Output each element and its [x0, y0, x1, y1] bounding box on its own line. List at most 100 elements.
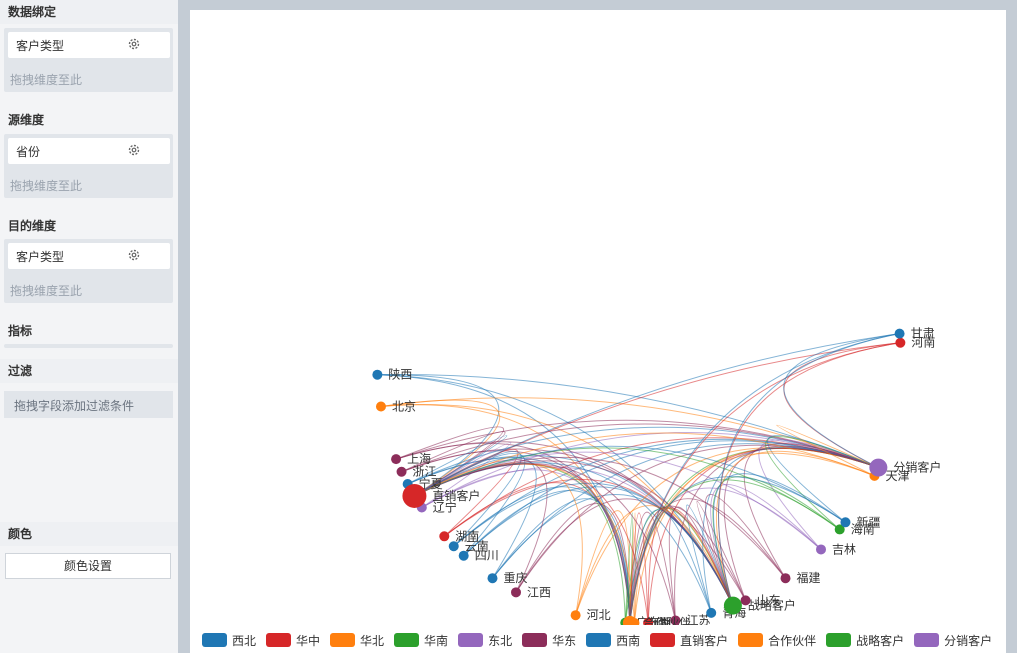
binding-field-chip[interactable]: 客户类型	[8, 32, 170, 58]
chord-link	[414, 333, 900, 497]
source-drop-zone[interactable]: 省份 拖拽维度至此	[4, 134, 173, 198]
sidebar: 数据绑定 客户类型 拖拽维度至此 源维度 省份 拖拽维度至此 目的维度 客户类型…	[0, 0, 178, 653]
source-node[interactable]	[894, 328, 905, 339]
chord-link	[712, 476, 841, 606]
target-label: 直销客户	[432, 488, 480, 503]
chord-link	[715, 450, 875, 606]
source-label: 上海	[407, 451, 431, 466]
legend-item[interactable]: 华东	[522, 632, 576, 649]
chord-link	[696, 500, 747, 606]
chord-chart: 陕西北京上海浙江宁夏辽宁湖南云南四川重庆江西河北广东山西湖北江苏青海山东福建吉林…	[372, 327, 941, 625]
source-node[interactable]	[706, 607, 717, 618]
legend-label: 东北	[488, 633, 513, 648]
target-drop-zone[interactable]: 客户类型 拖拽维度至此	[4, 239, 173, 303]
source-node[interactable]	[643, 617, 654, 625]
source-node[interactable]	[375, 401, 386, 412]
chord-link	[647, 507, 734, 623]
chord-link	[704, 494, 786, 606]
source-label: 辽宁	[433, 500, 457, 515]
binding-section-title: 数据绑定	[0, 0, 178, 24]
settings-gear-icon[interactable]	[126, 247, 142, 263]
source-label: 江西	[527, 585, 551, 599]
chord-link	[414, 445, 846, 523]
source-node[interactable]	[740, 595, 751, 606]
source-node[interactable]	[780, 573, 791, 584]
source-node[interactable]	[840, 517, 851, 528]
source-node[interactable]	[510, 587, 521, 598]
legend-item[interactable]: 西北	[202, 632, 256, 649]
source-node[interactable]	[396, 466, 407, 477]
legend-item[interactable]: 战略客户	[826, 632, 904, 649]
legend-item[interactable]: 华北	[330, 632, 384, 649]
source-label: 山东	[757, 593, 781, 607]
target-field-label: 客户类型	[16, 250, 65, 264]
source-node[interactable]	[816, 544, 827, 555]
chord-link	[401, 431, 506, 497]
chord-link	[414, 459, 548, 593]
filter-section-title: 过滤	[0, 359, 178, 383]
target-section-title: 目的维度	[8, 219, 57, 233]
source-label: 云南	[465, 538, 489, 553]
legend-item[interactable]: 直销客户	[650, 632, 728, 649]
target-field-chip[interactable]: 客户类型	[8, 243, 170, 269]
chord-link	[629, 333, 900, 623]
binding-drop-zone[interactable]: 客户类型 拖拽维度至此	[4, 28, 173, 92]
metric-section-title: 指标	[8, 324, 33, 338]
legend-swatch	[266, 633, 292, 647]
legend-swatch	[458, 633, 484, 647]
chord-link	[380, 397, 879, 469]
legend-item[interactable]: 分销客户	[914, 632, 992, 649]
source-node[interactable]	[487, 573, 498, 584]
source-node[interactable]	[670, 615, 681, 625]
target-node[interactable]	[402, 483, 427, 508]
source-label: 天津	[885, 469, 909, 483]
source-node[interactable]	[834, 524, 845, 535]
source-node[interactable]	[458, 550, 469, 561]
chord-link	[713, 473, 846, 606]
target-node[interactable]	[869, 458, 888, 477]
source-label: 甘肃	[911, 327, 935, 341]
source-field-label: 省份	[16, 145, 41, 159]
source-node[interactable]	[448, 541, 459, 552]
source-node[interactable]	[372, 369, 383, 380]
legend-item[interactable]: 东北	[458, 632, 512, 649]
chord-link	[629, 498, 786, 623]
target-drop-hint: 拖拽维度至此	[10, 284, 83, 298]
source-section-title: 源维度	[8, 113, 45, 127]
source-drop-hint: 拖拽维度至此	[10, 179, 83, 193]
source-node[interactable]	[895, 337, 906, 348]
binding-drop-hint: 拖拽维度至此	[10, 73, 83, 87]
settings-gear-icon[interactable]	[126, 36, 142, 52]
legend-swatch	[522, 633, 548, 647]
legend-item[interactable]: 华南	[394, 632, 448, 649]
chord-link	[575, 510, 631, 623]
chord-link	[776, 424, 879, 477]
source-node[interactable]	[439, 531, 450, 542]
legend-item[interactable]: 合作伙伴	[738, 632, 816, 649]
color-section-title: 颜色	[0, 522, 178, 546]
metric-drop-zone[interactable]	[4, 344, 173, 348]
chord-link	[377, 374, 500, 497]
source-label: 江苏	[686, 613, 710, 625]
source-label: 新疆	[856, 514, 880, 529]
settings-gear-icon[interactable]	[126, 142, 142, 158]
legend-item[interactable]: 华中	[266, 632, 320, 649]
source-label: 陕西	[388, 367, 412, 382]
source-label: 宁夏	[419, 476, 443, 491]
legend-swatch	[650, 633, 676, 647]
chord-link	[414, 342, 901, 497]
target-node[interactable]	[723, 596, 742, 615]
chord-link	[575, 505, 734, 616]
legend-label: 分销客户	[944, 633, 993, 648]
chord-link	[629, 512, 649, 623]
source-node[interactable]	[391, 454, 402, 465]
source-node[interactable]	[570, 610, 581, 621]
legend-label: 华北	[360, 633, 385, 648]
target-node[interactable]	[622, 615, 637, 625]
filter-drop-zone[interactable]: 拖拽字段添加过滤条件	[4, 391, 173, 418]
source-label: 山西	[645, 616, 669, 625]
chart-canvas: 陕西北京上海浙江宁夏辽宁湖南云南四川重庆江西河北广东山西湖北江苏青海山东福建吉林…	[190, 10, 1006, 653]
color-settings-button[interactable]: 颜色设置	[5, 553, 171, 579]
legend-item[interactable]: 西南	[586, 632, 640, 649]
source-field-chip[interactable]: 省份	[8, 138, 170, 164]
